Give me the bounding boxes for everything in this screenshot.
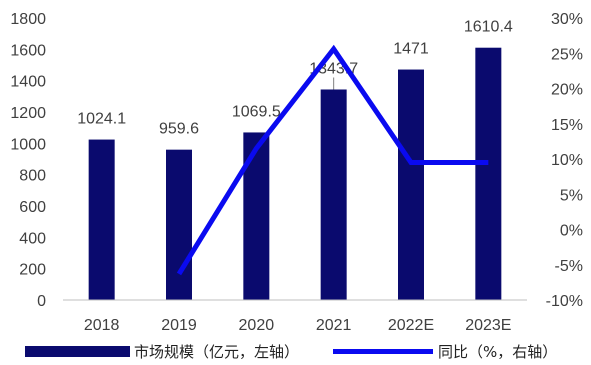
y-left-tick-1600: 1600 (10, 42, 46, 59)
y-left-tick-1400: 1400 (10, 74, 46, 91)
y-left-tick-400: 400 (19, 230, 46, 247)
data-label-2018: 1024.1 (77, 111, 126, 128)
line-series (176, 44, 489, 276)
x-tick-2018: 2018 (84, 317, 120, 334)
y-right-tick-25%: 25% (551, 46, 583, 63)
y-right-tick-30%: 30% (551, 11, 583, 28)
data-label-2023E: 1610.4 (464, 19, 513, 36)
y-left-tick-1000: 1000 (10, 136, 46, 153)
y-axis-left: 0 200 400 600 800 1000 1200 1400 1600 1800 (10, 11, 46, 310)
legend-label-bar: 市场规模（亿元，左轴） (134, 343, 299, 361)
bar-2018 (88, 139, 115, 300)
x-tick-2022E: 2022E (388, 317, 434, 334)
y-right-tick--10%: -10% (546, 293, 583, 310)
bar-series (88, 47, 502, 301)
yoy-line (176, 44, 489, 276)
bar-2021 (320, 89, 347, 300)
y-left-tick-800: 800 (19, 168, 46, 185)
data-label-2020: 1069.5 (232, 103, 281, 120)
legend-swatch-bar (25, 346, 130, 357)
y-left-tick-600: 600 (19, 199, 46, 216)
bar-2023E (475, 47, 502, 301)
y-axis-right: -10% -5% 0% 5% 10% 15% 20% 25% 30% (546, 11, 583, 310)
y-left-tick-0: 0 (37, 293, 46, 310)
y-right-tick-5%: 5% (560, 187, 583, 204)
y-right-tick-0%: 0% (560, 223, 583, 240)
x-tick-2019: 2019 (161, 317, 197, 334)
y-left-tick-200: 200 (19, 262, 46, 279)
bar-2022E (398, 69, 424, 300)
legend-label-line: 同比（%，右轴） (438, 343, 557, 361)
y-left-tick-1200: 1200 (10, 105, 46, 122)
legend: 市场规模（亿元，左轴） 同比（%，右轴） (25, 343, 557, 361)
x-tick-2021: 2021 (316, 317, 352, 334)
x-axis: 2018 2019 2020 2021 2022E 2023E (84, 317, 512, 334)
y-right-tick-10%: 10% (551, 152, 583, 169)
y-right-tick-20%: 20% (551, 82, 583, 99)
x-tick-2023E: 2023E (465, 317, 511, 334)
y-left-tick-1800: 1800 (10, 11, 46, 28)
bar-2019 (166, 149, 192, 300)
data-label-2019: 959.6 (159, 121, 199, 138)
y-right-tick-15%: 15% (551, 117, 583, 134)
x-tick-2020: 2020 (239, 317, 275, 334)
data-label-2022E: 1471 (393, 41, 429, 58)
y-right-tick--5%: -5% (555, 258, 583, 275)
bar-2020 (243, 132, 270, 300)
